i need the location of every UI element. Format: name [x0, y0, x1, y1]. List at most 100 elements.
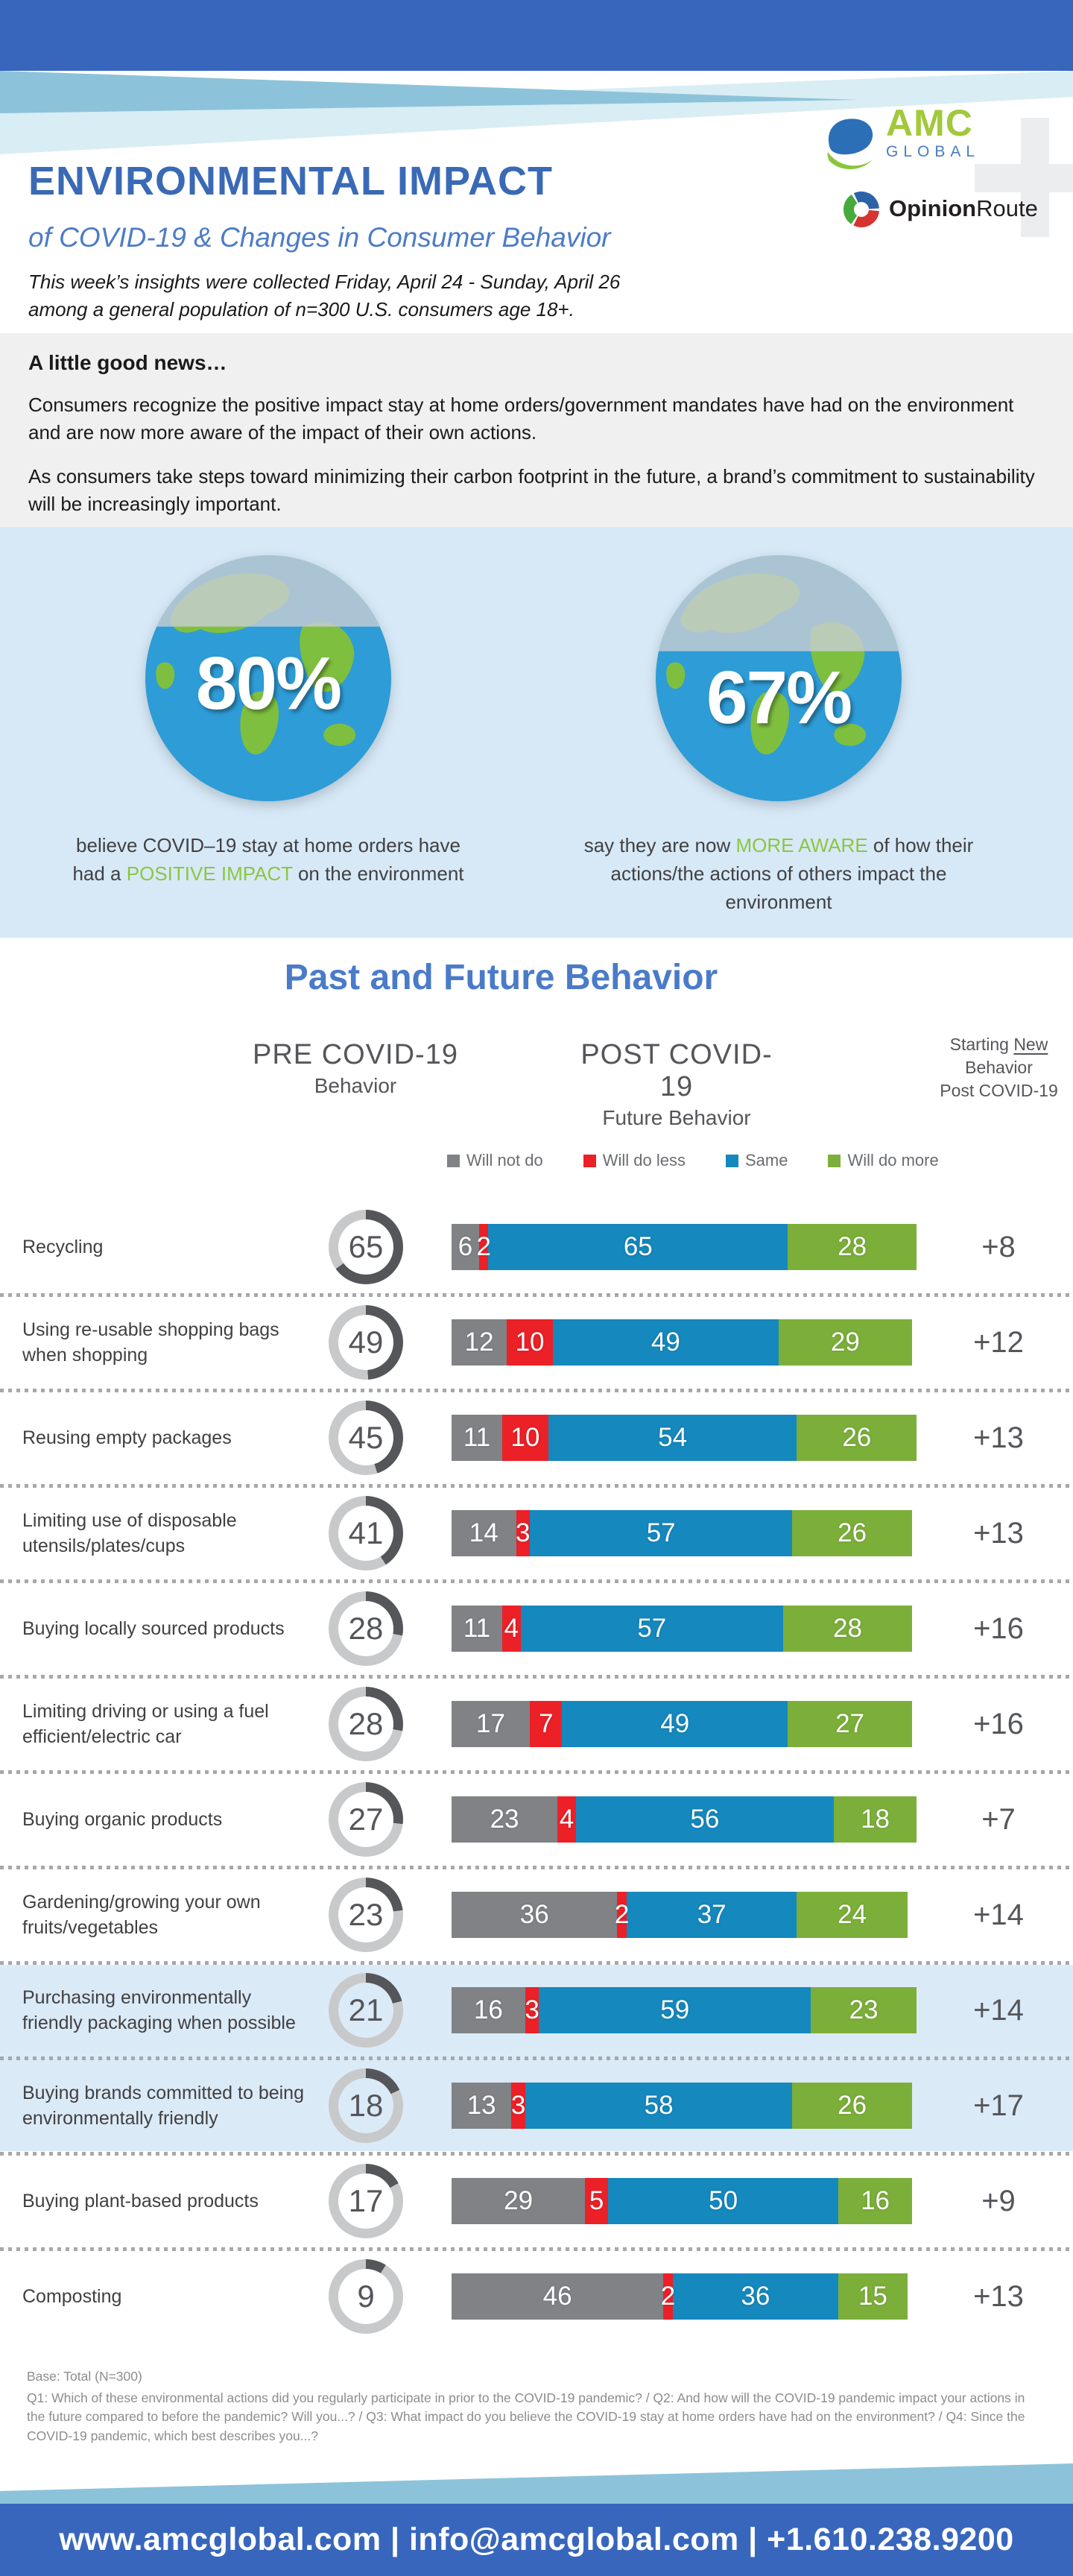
globe-80-icon: 80%	[145, 555, 391, 801]
pre-covid-value: 49	[348, 1325, 384, 1360]
post-covid-stacked-bar: 14 3 57 26	[452, 1510, 912, 1556]
segment-will-not-do: 46	[452, 2273, 664, 2320]
page-title: ENVIRONMENTAL IMPACT	[28, 159, 553, 203]
amc-global-logo: AMC GLOBAL	[823, 104, 1017, 183]
row-separator	[0, 1960, 1073, 1965]
segment-will-not-do: 11	[452, 1415, 502, 1461]
legend: Will not do Will do less Same Will do mo…	[447, 1151, 939, 1170]
segment-will-do-less: 4	[501, 1606, 521, 1652]
segment-will-do-less: 3	[516, 1510, 531, 1556]
pre-covid-donut: 65	[329, 1210, 403, 1284]
pre-covid-value: 23	[348, 1897, 384, 1932]
chart-title: Past and Future Behavior	[284, 958, 718, 997]
segment-will-not-do: 29	[452, 2178, 586, 2224]
segment-will-do-less: 4	[557, 1796, 576, 1843]
legend-swatch-red	[583, 1154, 596, 1167]
behavior-rows: Recycling 65 6 2 65 28 +8 Using re-usabl…	[0, 1202, 1073, 2342]
behavior-label: Limiting use of disposable utensils/plat…	[22, 1510, 237, 1556]
pre-covid-donut: 28	[329, 1591, 403, 1666]
pre-covid-donut: 17	[329, 2164, 403, 2238]
good-news-heading: A little good news…	[28, 351, 227, 374]
behavior-label: Reusing empty packages	[22, 1427, 232, 1448]
pre-covid-donut: 23	[329, 1878, 403, 1952]
stat-caption-80: believe COVID–19 stay at home orders hav…	[72, 834, 464, 885]
opinionroute-logo: OpinionRoute	[840, 188, 1063, 236]
segment-will-do-less: 7	[530, 1701, 563, 1747]
pre-covid-donut: 21	[329, 1973, 403, 2048]
net-new-behavior-value: +16	[973, 1611, 1024, 1645]
segment-will-do-more: 29	[778, 1319, 912, 1366]
legend-swatch-green	[828, 1154, 841, 1167]
behavior-row: Reusing empty packages 45 11 10 54 26 +1…	[0, 1392, 1073, 1483]
behavior-row: Using re-usable shopping bags when shopp…	[0, 1297, 1073, 1388]
pre-covid-value: 17	[348, 2183, 384, 2218]
chart-header: Past and Future Behavior PRE COVID-19 Be…	[0, 938, 1073, 1202]
behavior-label: Buying organic products	[22, 1809, 223, 1830]
behavior-row: Recycling 65 6 2 65 28 +8	[0, 1202, 1073, 1292]
segment-same: 57	[530, 1510, 793, 1556]
behavior-row: Buying plant-based products 17 29 5 50 1…	[0, 2156, 1073, 2247]
post-covid-stacked-bar: 36 2 37 24	[452, 1892, 908, 1938]
pre-covid-donut: 28	[329, 1687, 403, 1761]
post-covid-column-header: POST COVID-19 Future Behavior	[580, 1039, 773, 1129]
segment-same: 50	[608, 2178, 839, 2224]
behavior-label: Buying plant-based products	[22, 2191, 259, 2212]
row-separator	[0, 2247, 1073, 2251]
legend-item-same: Same	[725, 1151, 788, 1170]
pre-covid-donut: 18	[329, 2068, 403, 2143]
post-covid-stacked-bar: 23 4 56 18	[452, 1796, 917, 1843]
post-covid-stacked-bar: 46 2 36 15	[452, 2273, 908, 2320]
behavior-row: Buying organic products 27 23 4 56 18 +7	[0, 1774, 1073, 1865]
row-separator	[0, 1483, 1073, 1488]
segment-same: 56	[575, 1796, 834, 1843]
segment-will-do-more: 15	[838, 2273, 908, 2320]
row-separator	[0, 1674, 1073, 1679]
row-separator	[0, 2056, 1073, 2060]
legend-item-will-not-do: Will not do	[447, 1151, 543, 1170]
pre-covid-donut: 41	[329, 1496, 403, 1570]
segment-will-not-do: 23	[452, 1796, 558, 1843]
behavior-label: Using re-usable shopping bags when shopp…	[22, 1319, 279, 1366]
net-new-behavior-value: +13	[973, 1516, 1024, 1550]
post-covid-stacked-bar: 16 3 59 23	[452, 1987, 917, 2033]
global-text: GLOBAL	[886, 143, 981, 160]
segment-same: 54	[548, 1415, 797, 1461]
pre-covid-donut: 9	[329, 2259, 403, 2334]
segment-will-not-do: 17	[452, 1701, 531, 1747]
stat-positive-impact: 80% believe COVID–19 stay at home orders…	[11, 527, 525, 938]
behavior-label: Limiting driving or using a fuel efficie…	[22, 1701, 269, 1747]
row-separator	[0, 1388, 1073, 1392]
net-new-behavior-value: +16	[973, 1707, 1024, 1740]
segment-will-do-more: 18	[833, 1796, 917, 1843]
segment-same: 49	[552, 1319, 779, 1366]
contact-bar: www.amcglobal.com | info@amcglobal.com |…	[0, 2504, 1073, 2576]
segment-will-do-less: 2	[477, 1224, 491, 1270]
segment-will-do-less: 10	[501, 1415, 548, 1461]
segment-will-do-less: 10	[507, 1319, 553, 1366]
behavior-row: Buying brands committed to being environ…	[0, 2060, 1073, 2151]
post-covid-stacked-bar: 13 3 58 26	[452, 2083, 912, 2129]
segment-same: 58	[525, 2083, 793, 2129]
stats-band: 80% believe COVID–19 stay at home orders…	[0, 527, 1073, 938]
legend-swatch-gray	[447, 1154, 460, 1167]
opinionroute-swirl-icon	[840, 188, 883, 235]
footnote: Base: Total (N=300) Q1: Which of these e…	[0, 2342, 1073, 2443]
segment-will-do-more: 23	[811, 1987, 917, 2033]
plus-icon	[975, 118, 1073, 237]
post-covid-stacked-bar: 11 4 57 28	[452, 1606, 912, 1652]
net-new-behavior-value: +7	[981, 1802, 1016, 1836]
segment-same: 57	[520, 1606, 783, 1652]
net-new-behavior-value: +9	[981, 2184, 1016, 2217]
footer-stripes	[0, 2422, 1073, 2504]
behavior-label: Buying locally sourced products	[22, 1618, 285, 1639]
segment-same: 37	[626, 1892, 797, 1938]
net-new-behavior-value: +13	[973, 2279, 1024, 2313]
row-separator	[0, 1292, 1073, 1297]
row-separator	[0, 1579, 1073, 1583]
segment-same: 49	[562, 1701, 788, 1747]
segment-will-do-more: 26	[792, 2083, 912, 2129]
good-news-section: A little good news… Consumers recognize …	[0, 333, 1073, 527]
behavior-row: Limiting use of disposable utensils/plat…	[0, 1488, 1073, 1579]
net-new-behavior-value: +17	[973, 2089, 1024, 2122]
net-new-behavior-value: +12	[973, 1325, 1024, 1359]
